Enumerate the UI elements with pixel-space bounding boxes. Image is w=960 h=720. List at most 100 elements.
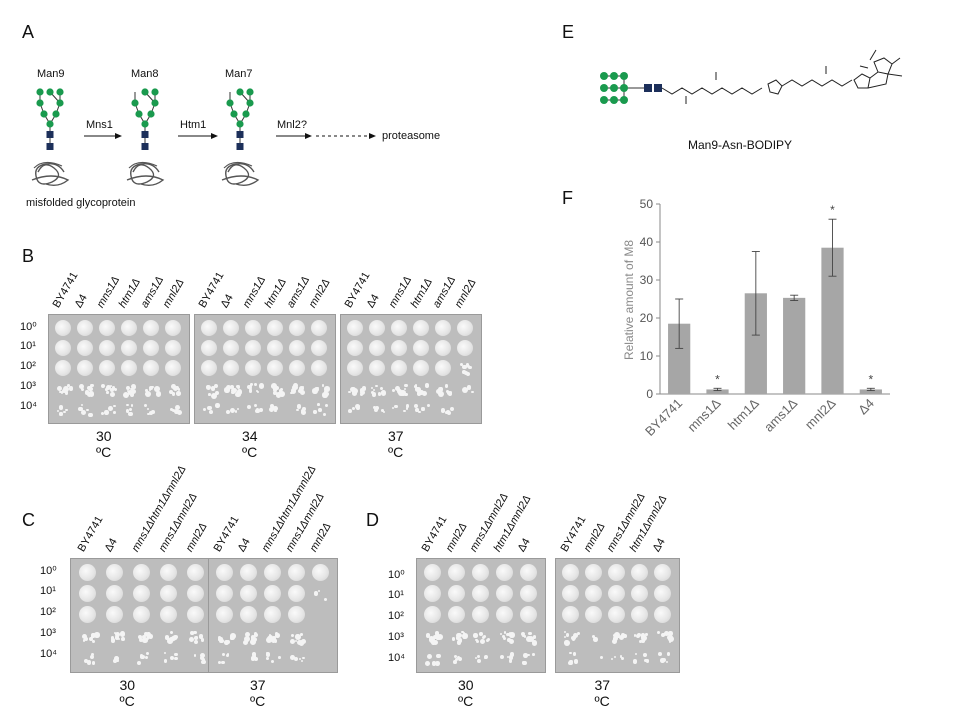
yeast-colony [248,389,253,393]
yeast-colony [503,631,507,634]
yeast-colony [482,634,486,638]
yeast-colony [255,408,260,414]
yeast-colony [154,386,160,393]
structure-caption: Man9-Asn-BODIPY [688,138,793,152]
yeast-colony [456,655,460,659]
yeast-colony [474,657,477,660]
yeast-spot [347,340,363,356]
yeast-colony [577,632,581,636]
yeast-colony [147,412,150,415]
yeast-spot [165,320,181,336]
yeast-colony [425,383,430,388]
yeast-colony [84,637,88,642]
yeast-colony [600,655,604,659]
yeast-spot [160,606,177,623]
yeast-colony [247,384,252,390]
yeast-colony [316,386,319,390]
yeast-colony [169,390,174,395]
yeast-colony [301,410,306,416]
dilution-label: 10⁰ [20,321,37,333]
yeast-colony [620,655,623,659]
yeast-spot [311,340,327,356]
yeast-colony [236,384,240,389]
yeast-colony [107,405,113,411]
yeast-spot [106,585,123,602]
yeast-spot [447,606,465,623]
yeast-colony [115,657,118,661]
glcnac-icon [644,84,652,92]
arrowhead-icon [369,133,376,139]
yeast-colony [572,652,577,656]
yeast-colony [194,636,198,639]
yeast-colony [229,385,234,389]
yeast-colony [321,385,324,388]
yeast-colony [253,656,258,661]
yeast-colony [502,635,505,639]
strain-label: Δ4 [72,292,90,310]
glcnac-icon [236,143,244,150]
yeast-colony [621,656,625,660]
yeast-colony [81,410,87,416]
yeast-colony [119,631,126,637]
yeast-spot [287,585,305,602]
yeast-colony [113,631,116,634]
x-tick-label: htm1Δ [725,395,762,432]
yeast-colony [63,410,66,414]
strain-label: mnl2Δ [307,520,334,554]
yeast-colony [351,406,355,410]
yeast-colony [404,387,407,390]
yeast-colony [455,636,460,640]
yeast-colony [91,639,95,643]
yeast-spot [391,340,407,356]
yeast-spot [447,585,465,602]
yeast-colony [144,403,148,408]
yeast-spot [457,320,473,336]
yeast-colony [254,383,257,387]
yeast-colony [236,389,243,395]
dilution-label: 10⁴ [20,400,37,412]
yeast-spot [631,585,648,602]
significance-marker: * [830,203,835,217]
yeast-spot [519,564,537,581]
dilution-label: 10⁴ [388,652,405,664]
yeast-colony [323,412,326,416]
yeast-colony [175,391,182,397]
yeast-colony [317,407,322,412]
yeast-colony [523,653,528,659]
yeast-colony [484,654,489,659]
mannose-icon [46,120,54,128]
yeast-colony [243,636,250,643]
yeast-spot [369,320,385,336]
yeast-colony [138,637,144,643]
yeast-colony [235,391,241,398]
stage-label-man8: Man8 [131,68,159,80]
yeast-colony [394,405,398,409]
mannose-icon [147,110,155,118]
yeast-spot [311,360,327,376]
yeast-spot [187,564,204,581]
yeast-colony [171,408,176,412]
yeast-colony [464,371,469,376]
yeast-colony [298,386,305,392]
yeast-spot [133,606,150,623]
yeast-spot [143,320,159,336]
triazole-ring [767,79,783,95]
yeast-spot [435,340,451,356]
yeast-spot [79,564,96,581]
mannose-icon [236,88,244,96]
dilution-label: 10⁰ [40,565,57,577]
yeast-colony [612,637,618,642]
yeast-spot [263,585,281,602]
yeast-colony [435,653,441,659]
yeast-colony [177,388,181,391]
mannose-icon [610,84,618,92]
bar-4 [821,247,844,394]
yeast-colony [657,630,661,634]
yeast-colony [275,392,282,398]
panel-letter-c: C [22,510,35,530]
yeast-colony [193,653,197,657]
yeast-colony [236,408,239,411]
yeast-colony [101,412,105,416]
yeast-colony [89,637,94,642]
yeast-colony [265,657,269,661]
